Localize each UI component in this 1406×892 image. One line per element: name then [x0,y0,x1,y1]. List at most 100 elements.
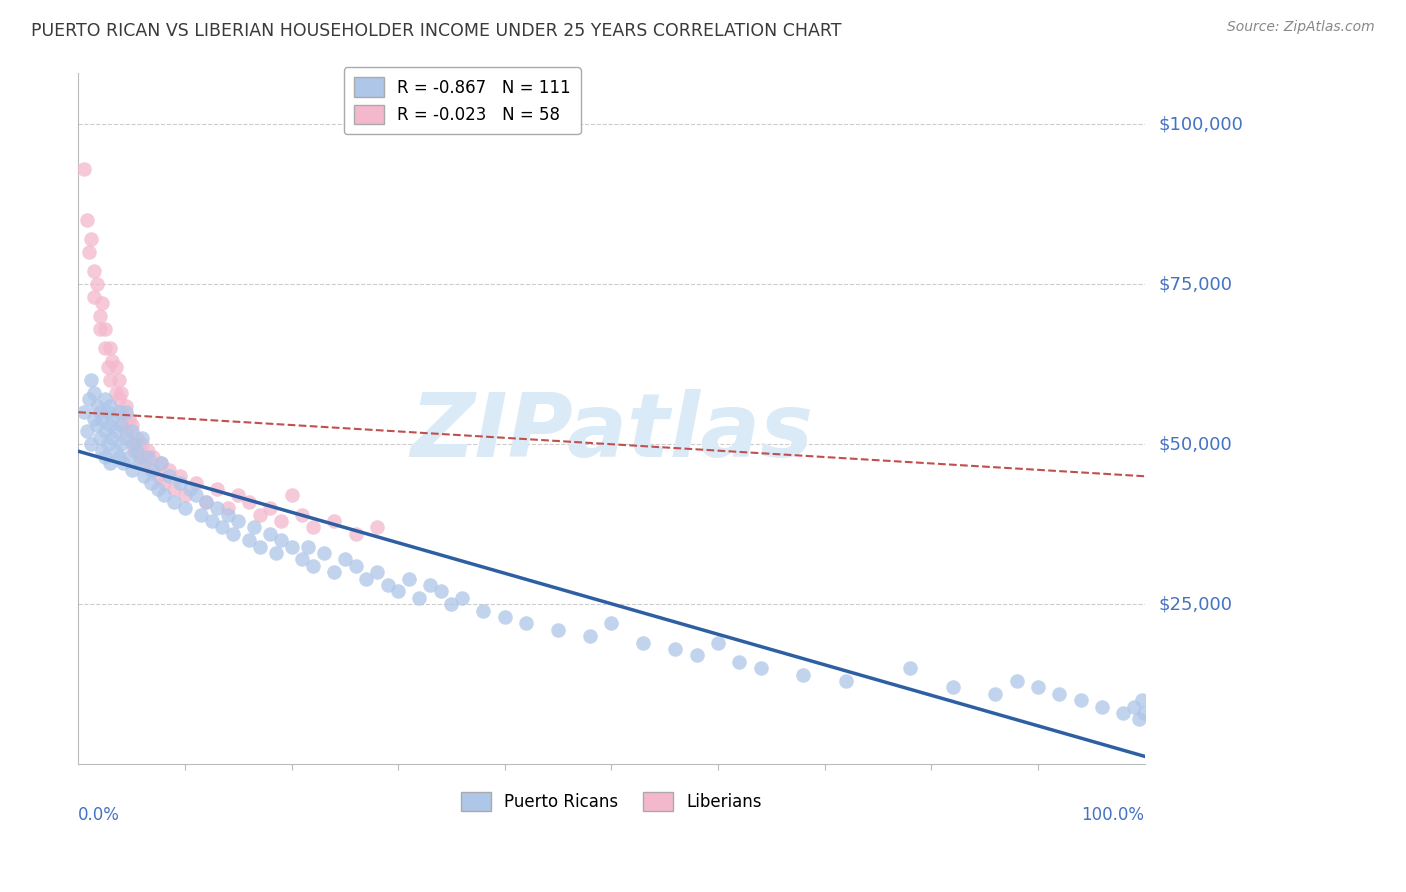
Point [142,450,165,464]
Point [101,411,124,425]
Point [157,469,180,483]
Point [86,277,108,292]
Text: $50,000: $50,000 [1159,435,1232,453]
Point [515,616,537,631]
Text: PUERTO RICAN VS LIBERIAN HOUSEHOLDER INCOME UNDER 25 YEARS CORRELATION CHART: PUERTO RICAN VS LIBERIAN HOUSEHOLDER INC… [31,22,841,40]
Point [77,392,100,407]
Point [134,469,156,483]
Point [1070,693,1092,707]
Point [195,495,218,509]
Point [110,405,132,419]
Point [280,540,302,554]
Point [94,392,117,407]
Point [125,431,148,445]
Point [547,623,569,637]
Point [104,386,127,401]
Point [633,635,655,649]
Point [76,213,98,227]
Point [121,425,143,439]
Point [148,482,170,496]
Point [1132,693,1154,707]
Point [89,431,111,445]
Point [163,482,186,496]
Point [72,161,94,176]
Point [107,373,129,387]
Point [129,457,152,471]
Text: $75,000: $75,000 [1159,276,1233,293]
Point [80,373,103,387]
Point [169,475,191,490]
Point [184,475,207,490]
Point [1112,706,1135,720]
Point [398,572,420,586]
Point [136,443,159,458]
Point [163,495,186,509]
Point [72,405,94,419]
Point [104,425,127,439]
Point [94,341,117,355]
Point [76,425,98,439]
Point [129,450,152,464]
Point [243,520,266,534]
Point [195,495,218,509]
Point [121,463,143,477]
Point [115,405,138,419]
Point [98,373,121,387]
Point [80,232,103,246]
Point [217,508,239,522]
Point [122,443,145,458]
Point [148,469,170,483]
Point [249,540,271,554]
Point [205,501,228,516]
Point [600,616,623,631]
Point [83,290,105,304]
Point [1047,687,1070,701]
Point [249,508,271,522]
Point [440,597,463,611]
Point [174,501,197,516]
Point [333,552,356,566]
Point [131,437,153,451]
Point [664,642,686,657]
Point [430,584,453,599]
Point [97,360,120,375]
Point [270,533,292,548]
Point [1132,706,1154,720]
Point [835,674,858,689]
Point [115,399,138,413]
Point [94,322,117,336]
Point [125,443,148,458]
Point [98,341,121,355]
Point [77,245,100,260]
Point [115,425,138,439]
Text: $100,000: $100,000 [1159,115,1243,133]
Point [1123,699,1146,714]
Text: $25,000: $25,000 [1159,595,1233,613]
Point [107,450,129,464]
Point [302,558,325,573]
Point [984,687,1007,701]
Point [217,501,239,516]
Point [131,431,153,445]
Point [90,296,112,310]
Point [89,405,111,419]
Point [387,584,409,599]
Text: 0.0%: 0.0% [79,805,120,823]
Point [1026,681,1049,695]
Point [1128,713,1150,727]
Point [169,469,191,483]
Point [83,386,105,401]
Point [184,488,207,502]
Point [200,514,222,528]
Point [377,578,399,592]
Point [97,405,120,419]
Point [179,482,201,496]
Point [238,533,260,548]
Point [270,514,292,528]
Legend: Puerto Ricans, Liberians: Puerto Ricans, Liberians [454,786,769,818]
Point [280,488,302,502]
Point [94,425,117,439]
Point [121,417,143,432]
Point [98,399,121,413]
Point [104,360,127,375]
